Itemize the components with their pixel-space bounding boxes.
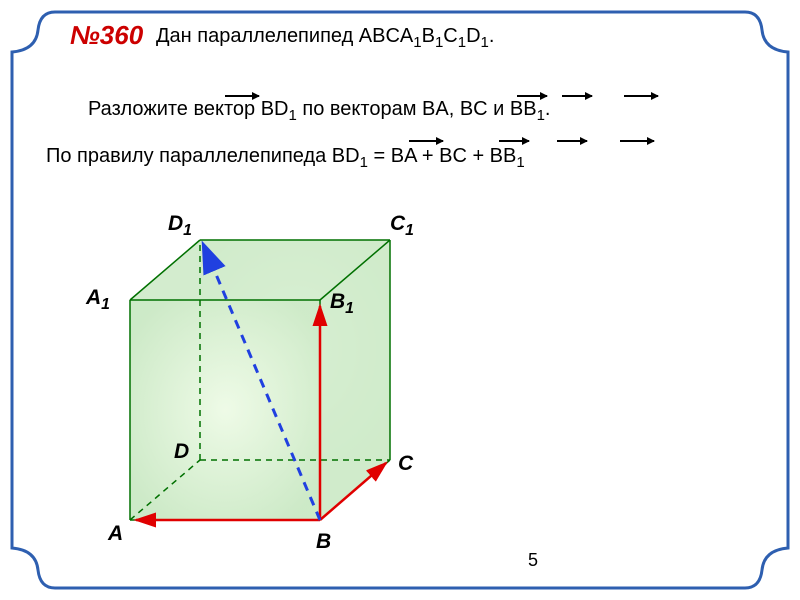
vector-overline-icon: [620, 140, 654, 142]
vector-overline-icon: [562, 95, 592, 97]
label-C: C: [398, 452, 413, 476]
label-A: A: [108, 522, 123, 546]
vector-overline-icon: [499, 140, 529, 142]
line2: Разложите вектор BD1 по векторам BA, BC …: [88, 98, 550, 124]
label-C1: C1: [390, 212, 414, 240]
vector-overline-icon: [624, 95, 658, 97]
label-B: B: [316, 530, 331, 554]
vector-overline-icon: [409, 140, 443, 142]
parallelepiped-diagram: A B C D A1 B1 C1 D1: [90, 190, 430, 560]
label-B1: B1: [330, 290, 354, 318]
vector-overline-icon: [557, 140, 587, 142]
vector-overline-icon: [517, 95, 547, 97]
line3: По правилу параллелепипеда BD1 = BA + BC…: [46, 145, 525, 171]
problem-number: №360: [70, 20, 143, 51]
line1-prefix: Дан параллелепипед ABCA: [156, 25, 413, 47]
label-A1: A1: [86, 286, 110, 314]
page-number: 5: [528, 550, 538, 571]
line1: Дан параллелепипед ABCA1B1C1D1.: [156, 25, 494, 51]
label-D1: D1: [168, 212, 192, 240]
label-D: D: [174, 440, 189, 464]
vector-overline-icon: [225, 95, 259, 97]
